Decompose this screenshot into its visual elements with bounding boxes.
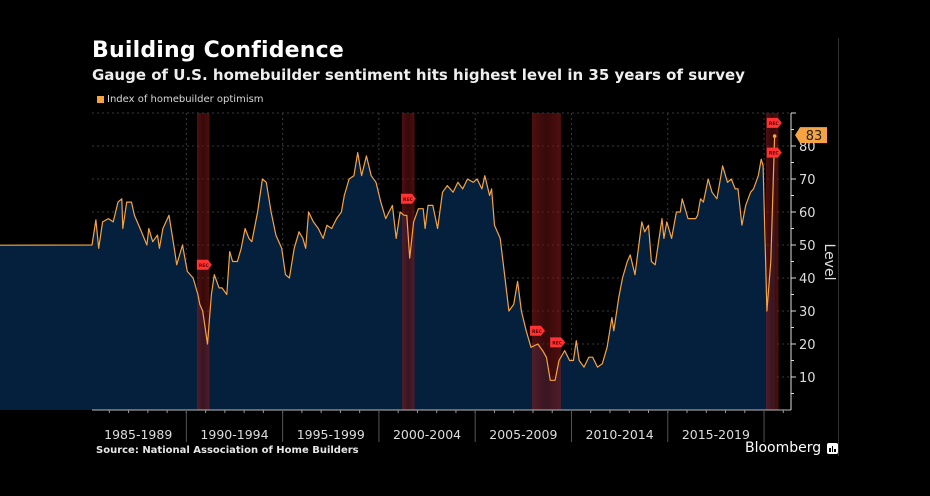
last-point-dot (772, 134, 777, 138)
rec-marker-label: REC (403, 197, 414, 203)
chart-subtitle: Gauge of U.S. homebuilder sentiment hits… (92, 66, 745, 84)
recession-markers: REC REC REC REC REC REC (196, 117, 782, 348)
series-area (0, 136, 775, 410)
recession-marker: REC (529, 325, 545, 336)
rec-marker-shape (400, 193, 416, 204)
series-line (0, 134, 777, 381)
rec-marker-label: REC (769, 151, 780, 157)
x-tick-label: 1990-1994 (200, 427, 268, 442)
legend-swatch (97, 96, 104, 103)
y-tick-label: 60 (799, 206, 816, 221)
last-value-label: 83 (806, 129, 823, 144)
y-tick-label: 70 (799, 173, 816, 188)
recession-marker: REC (766, 147, 782, 158)
axes (92, 112, 796, 442)
series-line-path (0, 136, 776, 381)
x-tick-label: 2000-2004 (393, 427, 461, 442)
x-tick-label: 2005-2009 (489, 427, 557, 442)
y-tick-label: 10 (799, 371, 816, 386)
rec-marker-label: REC (769, 121, 780, 127)
recession-band (402, 113, 415, 410)
y-tick-label: 80 (799, 140, 816, 155)
legend: Index of homebuilder optimism (97, 94, 264, 105)
y-axis-title: Level (821, 244, 837, 281)
y-tick-label: 50 (799, 239, 816, 254)
recession-marker: REC (550, 337, 566, 348)
brand-name: Bloomberg (745, 440, 822, 456)
rec-marker-shape (529, 325, 545, 336)
y-tick-label: 30 (799, 305, 816, 320)
rec-marker-label: REC (532, 329, 543, 335)
rec-marker-shape (766, 147, 782, 158)
axis-labels: 10 20 30 40 50 60 70 80 Level 1985-1989 1990-1994 1… (104, 127, 837, 442)
y-tick-label: 40 (799, 272, 816, 287)
rec-marker-shape (196, 259, 212, 270)
y-tick-label: 20 (799, 338, 816, 353)
bloomberg-chart-icon (827, 442, 839, 454)
rec-marker-label: REC (199, 263, 210, 269)
recession-marker: REC (766, 117, 782, 128)
last-value-shape (795, 127, 827, 144)
chart-title: Building Confidence (92, 38, 344, 63)
brand-logo: Bloomberg (745, 440, 839, 456)
legend-label: Index of homebuilder optimism (107, 94, 264, 105)
series-area-fill (0, 136, 775, 410)
rec-marker-shape (766, 117, 782, 128)
last-value-badge: 83 (795, 127, 827, 144)
x-tick-label: 2010-2014 (586, 427, 654, 442)
recession-marker: REC (400, 193, 416, 204)
recession-marker: REC (196, 259, 212, 270)
x-tick-label: 2015-2019 (682, 427, 750, 442)
rec-marker-shape (550, 337, 566, 348)
recession-band (532, 113, 561, 410)
x-tick-label: 1995-1999 (297, 427, 365, 442)
rec-marker-label: REC (552, 340, 563, 346)
divider (838, 38, 839, 456)
source-note: Source: National Association of Home Bui… (96, 445, 359, 456)
x-tick-label: 1985-1989 (104, 427, 172, 442)
recession-band (765, 113, 779, 410)
